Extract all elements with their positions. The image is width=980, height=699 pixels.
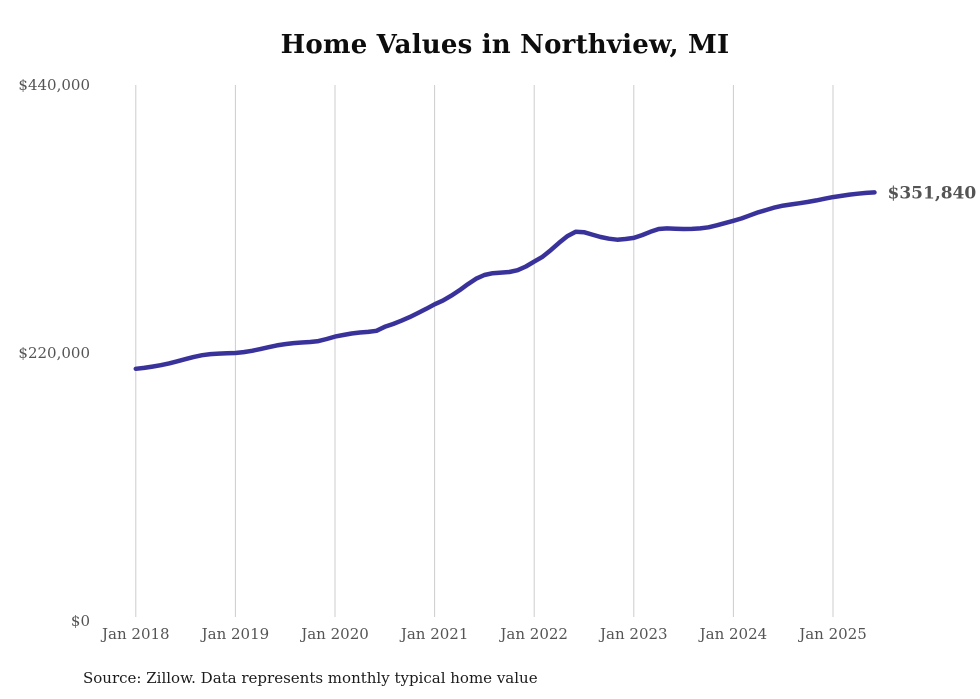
x-tick-label: Jan 2018 [100,625,170,643]
x-tick-label: Jan 2024 [698,625,768,643]
x-tick-label: Jan 2022 [498,625,568,643]
x-tick-label: Jan 2021 [399,625,469,643]
x-tick-label: Jan 2023 [598,625,668,643]
y-tick-label: $0 [71,612,90,630]
source-note: Source: Zillow. Data represents monthly … [83,669,538,687]
home-value-line [133,190,877,372]
y-axis-tick-labels: $440,000 $220,000 $0 [18,76,90,630]
x-tick-label: Jan 2025 [797,625,867,643]
x-tick-label: Jan 2020 [299,625,369,643]
x-tick-label: Jan 2019 [200,625,270,643]
y-tick-label: $440,000 [18,76,90,94]
latest-value-label: $351,840 [888,183,977,203]
x-axis-tick-labels: Jan 2018 Jan 2019 Jan 2020 Jan 2021 Jan 2022… [100,625,867,643]
y-tick-label: $220,000 [18,344,90,362]
chart-title: Home Values in Northview, MI [280,30,730,60]
